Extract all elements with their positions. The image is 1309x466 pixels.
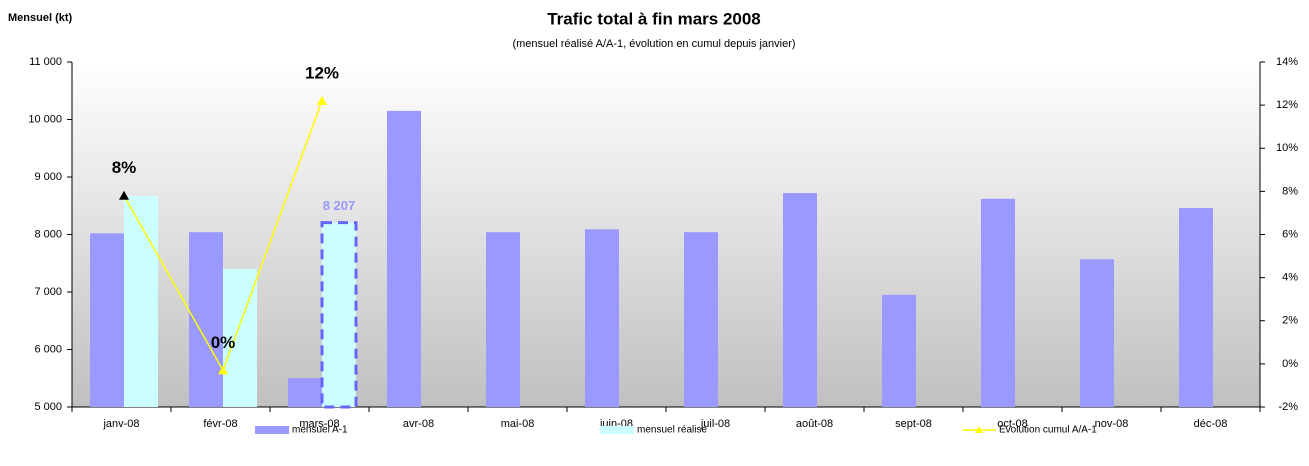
bar bbox=[387, 110, 421, 407]
line-marker bbox=[317, 95, 327, 105]
y-tick-label: 9 000 bbox=[34, 171, 62, 183]
data-label: 8 207 bbox=[323, 198, 356, 213]
bar bbox=[1080, 259, 1114, 407]
x-tick-label: nov-08 bbox=[1095, 418, 1129, 430]
bar bbox=[882, 294, 916, 407]
y2-tick-label: 12% bbox=[1276, 99, 1298, 111]
y2-tick-label: 2% bbox=[1282, 315, 1298, 327]
legend-swatch bbox=[255, 426, 289, 434]
y2-tick-label: 0% bbox=[1282, 358, 1298, 370]
data-label: 8% bbox=[112, 158, 137, 177]
y-axis-label: Mensuel (kt) bbox=[8, 12, 73, 24]
bar bbox=[585, 229, 619, 407]
y2-tick-label: 14% bbox=[1276, 56, 1298, 68]
y-tick-label: 11 000 bbox=[29, 56, 62, 68]
bar bbox=[981, 198, 1015, 407]
bar bbox=[288, 378, 322, 407]
x-tick-label: sept-08 bbox=[895, 418, 932, 430]
bar bbox=[1179, 208, 1213, 407]
bar bbox=[90, 233, 124, 407]
bar bbox=[684, 232, 718, 407]
x-tick-label: janv-08 bbox=[102, 418, 139, 430]
y-tick-label: 8 000 bbox=[34, 228, 62, 240]
bar bbox=[320, 221, 358, 409]
y2-tick-label: 8% bbox=[1282, 185, 1298, 197]
legend-label: Evolution cumul A/A-1 bbox=[999, 425, 1097, 436]
legend-swatch bbox=[600, 426, 634, 434]
line-marker bbox=[119, 190, 129, 200]
x-tick-label: août-08 bbox=[796, 418, 833, 430]
y2-tick-label: -2% bbox=[1278, 401, 1298, 413]
y-tick-label: 6 000 bbox=[34, 343, 62, 355]
legend-swatch bbox=[975, 426, 983, 433]
chart-subtitle: (mensuel réalisé A/A-1, évolution en cum… bbox=[512, 38, 795, 50]
x-tick-label: mai-08 bbox=[501, 418, 535, 430]
x-tick-label: mars-08 bbox=[299, 418, 339, 430]
legend-label: mensuel A-1 bbox=[292, 425, 348, 436]
x-tick-label: juil-08 bbox=[700, 418, 730, 430]
bar bbox=[124, 195, 158, 407]
x-tick-label: déc-08 bbox=[1194, 418, 1228, 430]
y-tick-label: 10 000 bbox=[28, 113, 62, 125]
chart-title: Trafic total à fin mars 2008 bbox=[547, 9, 761, 28]
legend-label: mensuel réalisé bbox=[637, 425, 707, 436]
line-marker bbox=[218, 365, 228, 375]
data-label: 12% bbox=[305, 63, 339, 82]
bar bbox=[783, 193, 817, 407]
y2-tick-label: 4% bbox=[1282, 272, 1298, 284]
x-tick-label: avr-08 bbox=[403, 418, 434, 430]
data-label: 0% bbox=[211, 333, 236, 352]
x-tick-label: oct-08 bbox=[997, 418, 1028, 430]
plot-area bbox=[72, 62, 1260, 407]
y-tick-label: 7 000 bbox=[34, 286, 62, 298]
x-tick-label: févr-08 bbox=[203, 418, 237, 430]
y-tick-label: 5 000 bbox=[34, 401, 62, 413]
y2-tick-label: 10% bbox=[1276, 142, 1298, 154]
bar bbox=[486, 232, 520, 407]
y2-tick-label: 6% bbox=[1282, 228, 1298, 240]
